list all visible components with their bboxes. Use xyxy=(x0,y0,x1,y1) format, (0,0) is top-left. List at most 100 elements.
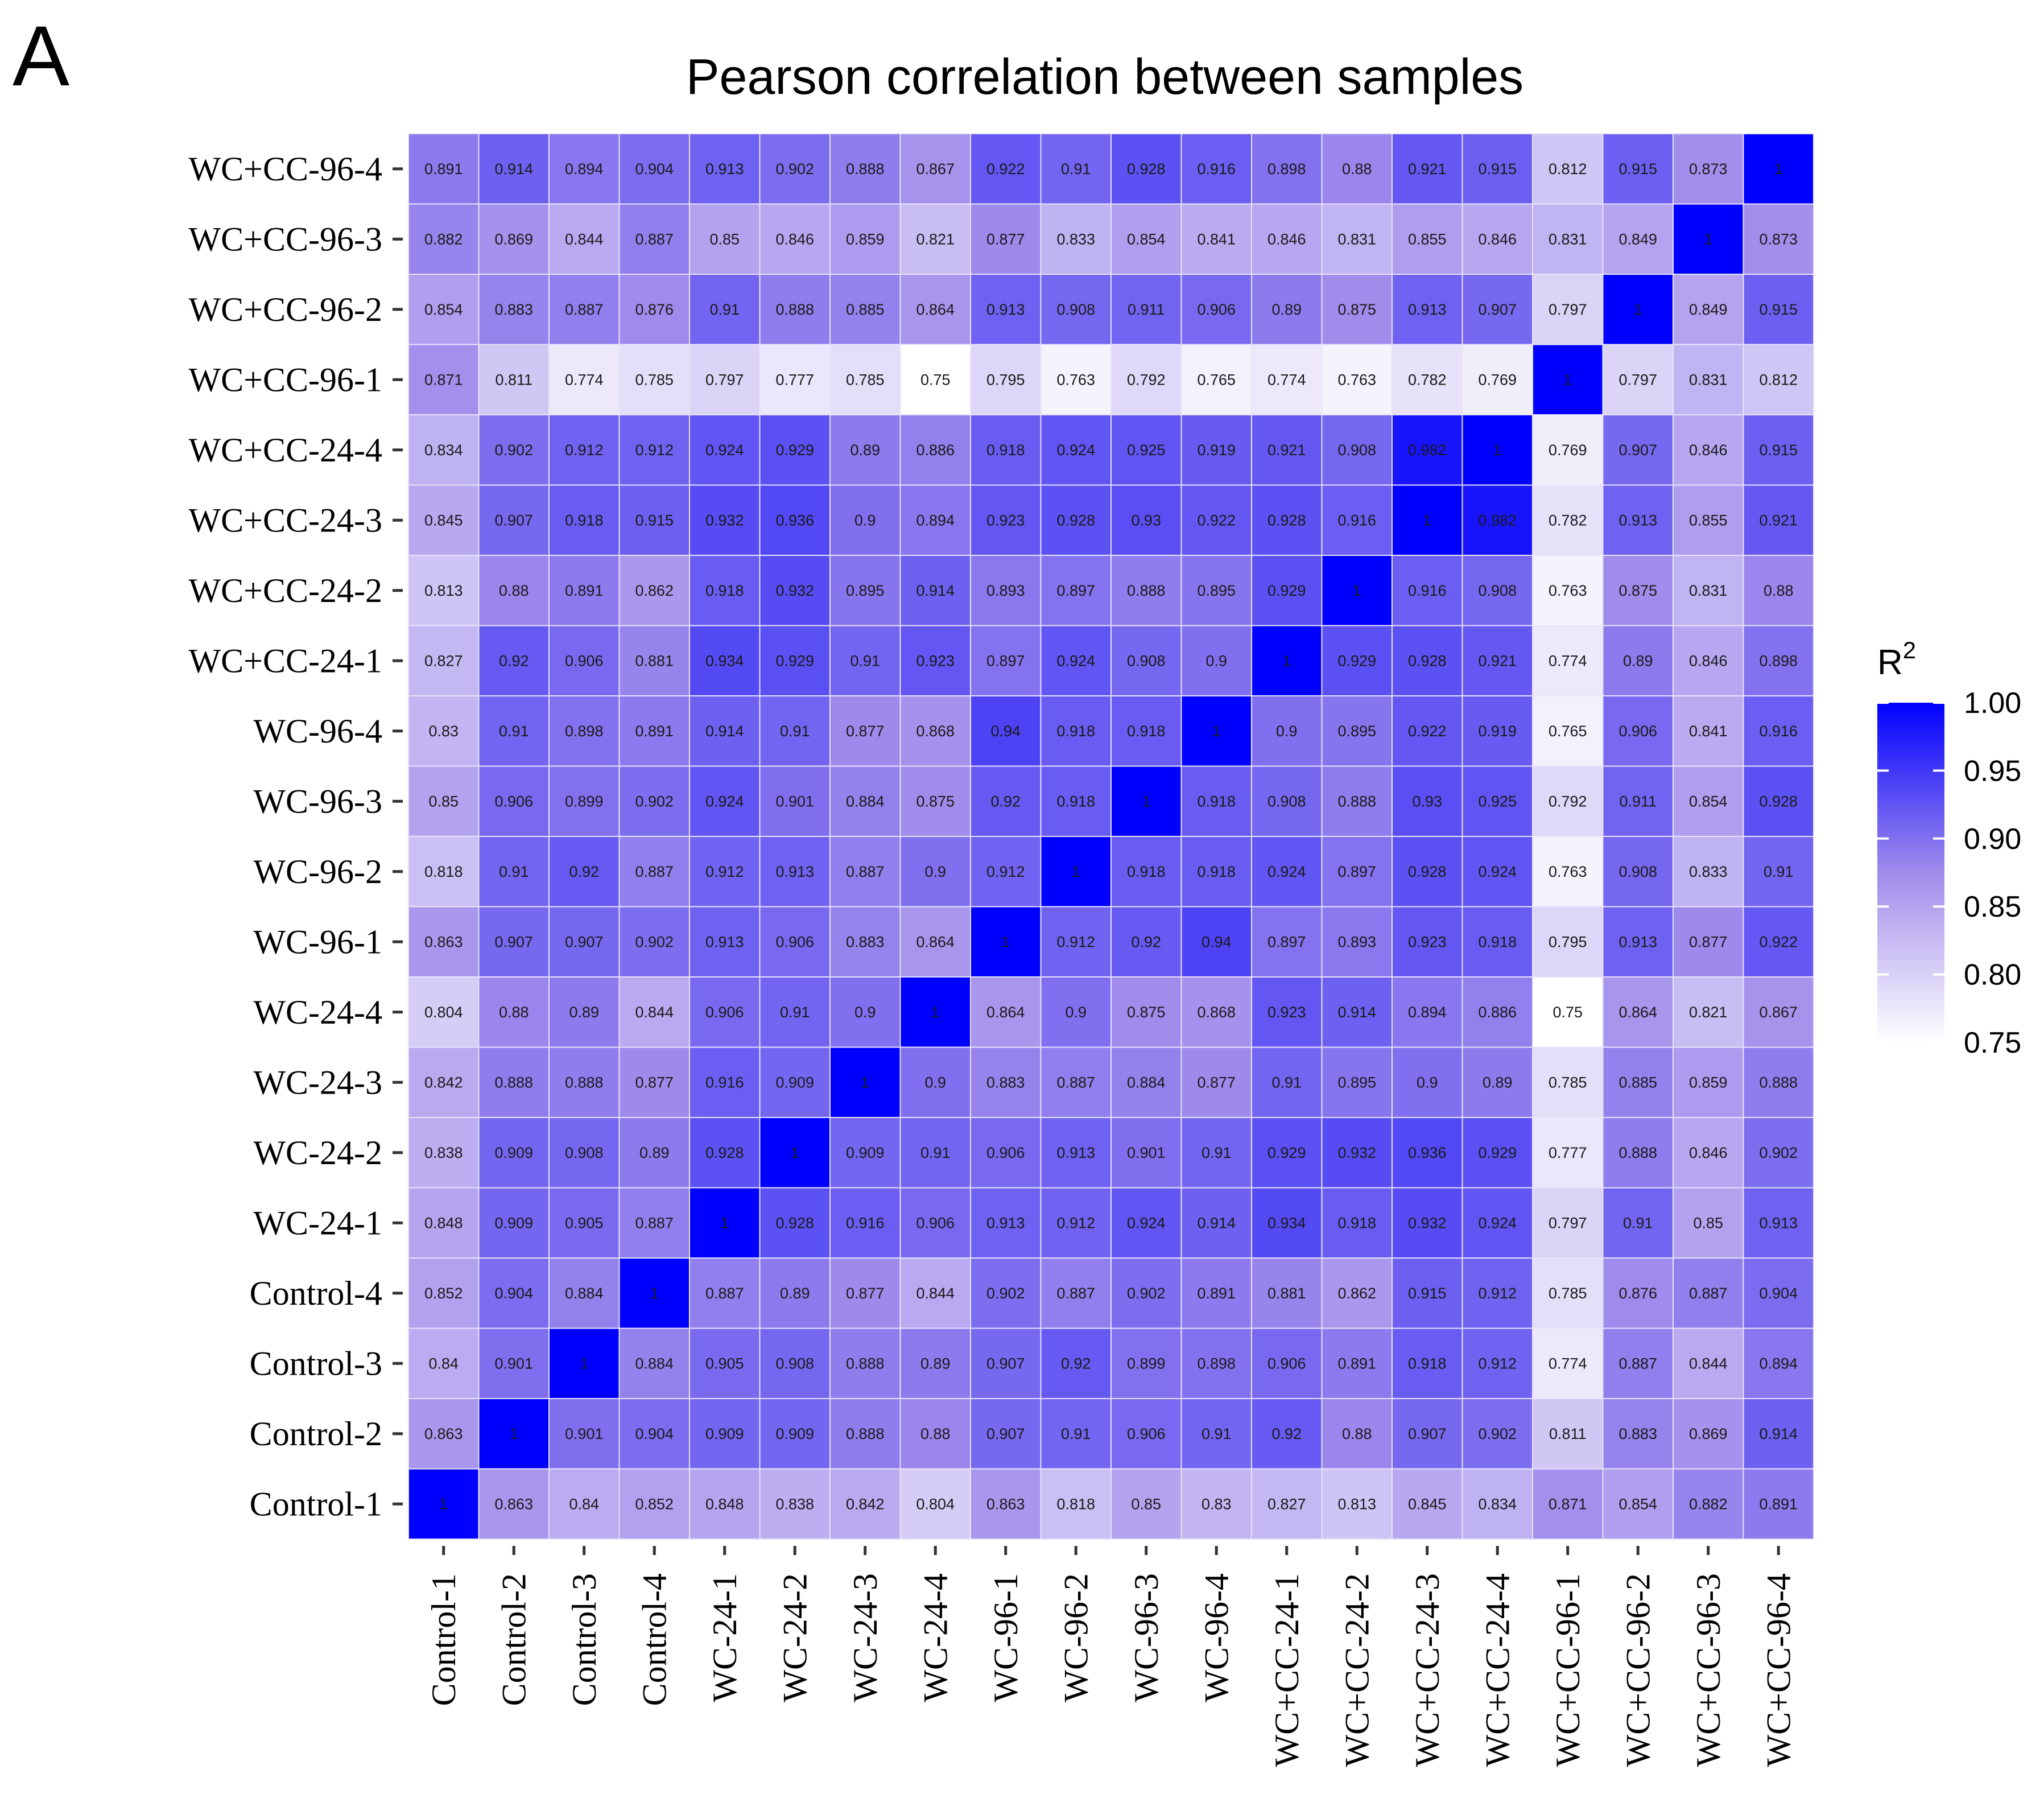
cell-value-label: 1 xyxy=(1493,442,1502,459)
cell-value-label: 0.906 xyxy=(494,793,533,810)
heatmap-cell xyxy=(1251,203,1323,275)
cell-value-label: 0.894 xyxy=(565,160,604,178)
cell-value-label: 0.915 xyxy=(1478,160,1517,178)
cell-value-label: 0.846 xyxy=(1689,442,1728,459)
heatmap-cell xyxy=(829,625,901,696)
cell-value-label: 1 xyxy=(1001,933,1010,950)
heatmap-cell xyxy=(1040,555,1112,626)
heatmap-cell xyxy=(1742,695,1814,767)
legend-ticks: 1.00 0.95 0.90 0.85 0.80 0.75 xyxy=(1877,687,2021,1059)
cell-value-label: 0.913 xyxy=(705,933,744,950)
cell-value-label: 0.827 xyxy=(424,652,463,669)
heatmap-cell xyxy=(548,1187,620,1259)
cell-value-label: 0.83 xyxy=(1201,1495,1232,1512)
heatmap-cell xyxy=(1532,414,1604,486)
x-tick-label: WC-24-4 xyxy=(916,1573,954,1702)
y-tick-label: WC+CC-96-3 xyxy=(189,220,383,258)
heatmap-cell xyxy=(1673,1468,1744,1540)
heatmap-cell xyxy=(618,555,690,626)
y-tick-label: WC+CC-24-1 xyxy=(189,642,383,679)
cell-value-label: 0.911 xyxy=(1619,793,1657,810)
cell-value-label: 0.831 xyxy=(1549,230,1587,248)
cell-value-label: 0.898 xyxy=(565,723,604,740)
cell-value-label: 0.902 xyxy=(1127,1285,1166,1302)
cell-value-label: 0.841 xyxy=(1197,230,1236,248)
cell-value-label: 0.932 xyxy=(1408,1214,1447,1231)
cell-value-label: 0.862 xyxy=(1337,1285,1376,1302)
heatmap-cell xyxy=(899,1327,971,1399)
heatmap-cell xyxy=(1742,976,1814,1048)
cell-value-label: 0.91 xyxy=(1201,1144,1232,1161)
cell-value-label: 0.936 xyxy=(775,512,814,529)
heatmap-cell xyxy=(1602,1117,1674,1189)
cell-value-label: 0.929 xyxy=(1267,1144,1306,1161)
heatmap-cell xyxy=(1602,625,1674,696)
heatmap-cell xyxy=(689,625,761,696)
cell-value-label: 0.912 xyxy=(1056,933,1095,950)
y-tick-label: Control-1 xyxy=(250,1485,382,1523)
cell-value-label: 0.882 xyxy=(1689,1495,1728,1512)
heatmap-cell xyxy=(408,1046,480,1118)
heatmap-cell xyxy=(618,765,690,837)
cell-value-label: 0.914 xyxy=(705,723,744,740)
heatmap-cell xyxy=(1040,1117,1112,1189)
heatmap-cell xyxy=(899,274,971,345)
cell-value-label: 0.912 xyxy=(1478,1285,1517,1302)
cell-value-label: 0.877 xyxy=(1197,1074,1236,1091)
heatmap-cell xyxy=(1040,1468,1112,1540)
cell-value-label: 0.88 xyxy=(1342,160,1372,178)
heatmap-cell xyxy=(1391,414,1463,486)
heatmap-cell xyxy=(1532,695,1604,767)
cell-value-label: 0.918 xyxy=(1127,723,1166,740)
cell-value-label: 0.91 xyxy=(850,652,880,669)
heatmap-cell xyxy=(899,344,971,415)
cell-value-label: 0.9 xyxy=(854,512,876,529)
y-tick-label: WC+CC-96-2 xyxy=(189,291,383,328)
heatmap-cell xyxy=(478,1257,550,1329)
cell-value-label: 0.912 xyxy=(1478,1355,1517,1372)
heatmap-cell xyxy=(1673,625,1744,696)
cell-value-label: 0.906 xyxy=(1267,1355,1306,1372)
heatmap-cell xyxy=(970,555,1042,626)
cell-value-label: 0.785 xyxy=(1549,1285,1587,1302)
heatmap-cell xyxy=(1673,1117,1744,1189)
heatmap-cell xyxy=(759,1187,831,1259)
heatmap-cell xyxy=(970,344,1042,415)
heatmap-cell xyxy=(970,836,1042,908)
heatmap-cell xyxy=(1321,1046,1393,1118)
cell-value-label: 0.909 xyxy=(494,1214,533,1231)
heatmap-cell xyxy=(408,274,480,345)
heatmap-cell xyxy=(548,555,620,626)
cell-value-label: 0.888 xyxy=(1759,1074,1798,1091)
heatmap-cell xyxy=(618,1117,690,1189)
heatmap-cell xyxy=(1532,1327,1604,1399)
heatmap-cell xyxy=(1180,906,1252,978)
cell-value-label: 0.854 xyxy=(1127,230,1166,248)
heatmap-cell xyxy=(478,765,550,837)
heatmap-cell xyxy=(1251,1117,1323,1189)
cell-value-label: 0.908 xyxy=(565,1144,604,1161)
cell-value-label: 0.914 xyxy=(1337,1004,1376,1021)
heatmap-cell xyxy=(759,484,831,556)
heatmap-cell xyxy=(759,1046,831,1118)
cell-value-label: 0.863 xyxy=(424,1425,463,1442)
legend-tick-label: 0.95 xyxy=(1964,754,2021,787)
heatmap-cell xyxy=(759,1468,831,1540)
cell-value-label: 0.924 xyxy=(1478,863,1517,880)
cell-value-label: 0.934 xyxy=(1267,1214,1306,1231)
cell-value-label: 0.818 xyxy=(1056,1495,1095,1512)
y-tick-label: Control-4 xyxy=(250,1275,382,1312)
heatmap-cell xyxy=(1742,765,1814,837)
cell-value-label: 0.9 xyxy=(924,863,946,880)
heatmap-cell xyxy=(689,555,761,626)
cell-value-label: 0.873 xyxy=(1759,230,1798,248)
heatmap-cell xyxy=(408,836,480,908)
cell-value-label: 0.925 xyxy=(1478,793,1517,810)
cell-value-label: 0.774 xyxy=(1267,371,1306,388)
heatmap-cell xyxy=(1321,836,1393,908)
cell-value-label: 0.922 xyxy=(986,160,1025,178)
heatmap-cell xyxy=(1321,1257,1393,1329)
heatmap-cell xyxy=(1391,1187,1463,1259)
cell-value-label: 0.9 xyxy=(924,1074,946,1091)
y-tick-label: WC-24-3 xyxy=(253,1063,382,1101)
